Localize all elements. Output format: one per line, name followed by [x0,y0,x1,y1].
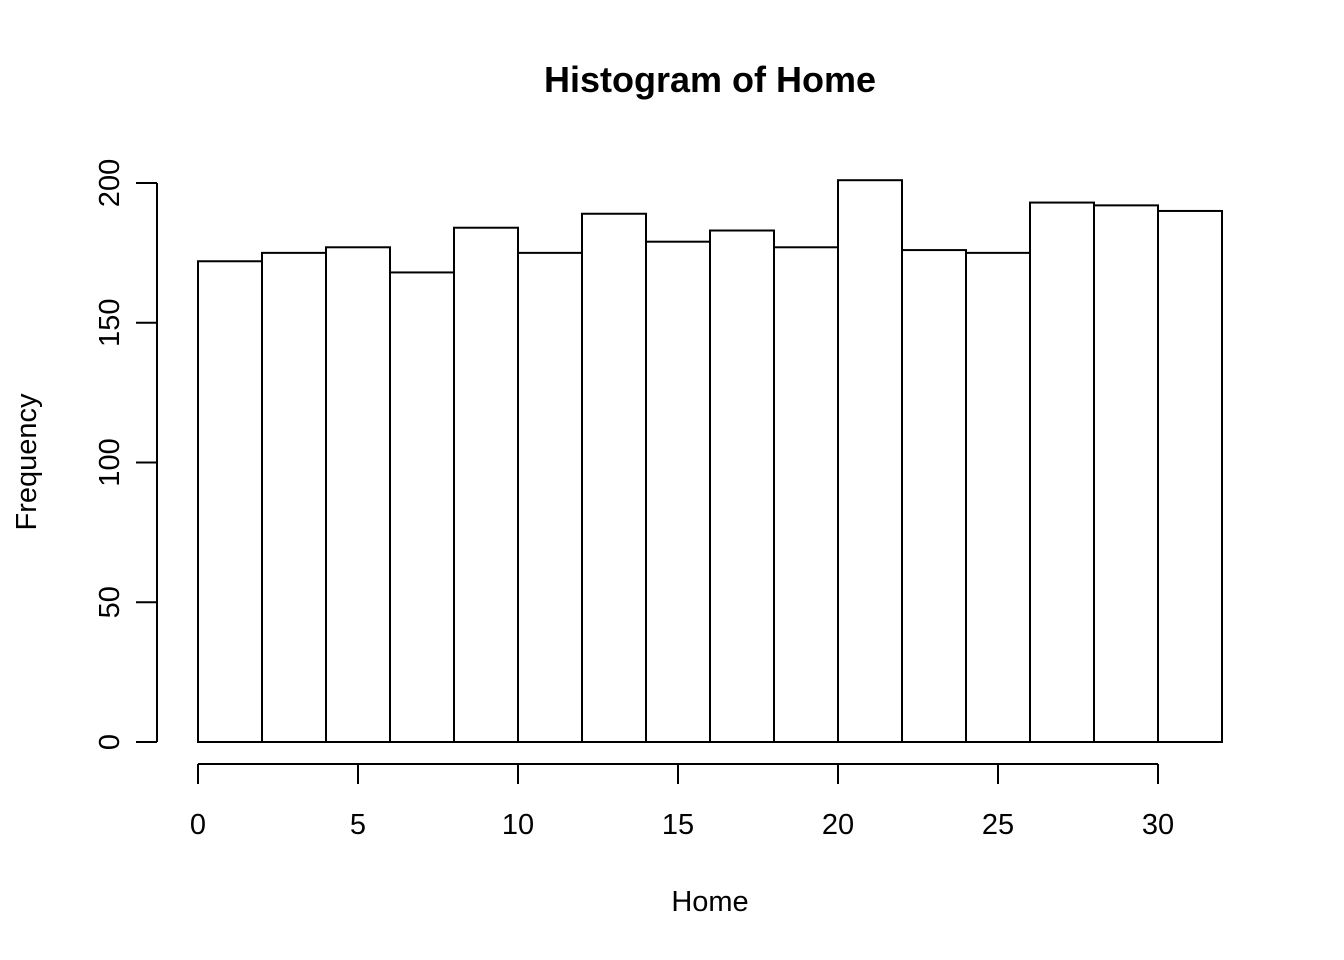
histogram-bar [325,246,391,743]
histogram-bar [581,212,647,743]
y-tick-label: 200 [94,159,126,207]
histogram-bar [1029,201,1095,743]
histogram-bar [773,246,839,743]
histogram-bar [389,271,455,743]
y-tick-label: 0 [94,734,126,750]
x-axis: 0 5 10 15 20 25 30 [190,763,1174,841]
histogram-bar [1157,209,1223,743]
histogram-bar [453,226,519,744]
y-tick-label: 100 [94,438,126,486]
bars-group [197,179,1223,744]
histogram-bar [837,179,903,743]
x-tick-label: 5 [350,809,366,841]
chart-title: Histogram of Home [544,59,876,100]
y-axis: 0 50 100 150 200 [94,159,158,750]
x-tick-label: 15 [662,809,694,841]
x-tick-label: 25 [982,809,1014,841]
histogram-bar [645,240,711,743]
x-tick-label: 0 [190,809,206,841]
x-axis-label: Home [671,886,748,918]
y-axis-label: Frequency [11,393,43,531]
x-tick-label: 20 [822,809,854,841]
histogram-bar [965,251,1031,743]
histogram-bar [901,249,967,744]
histogram-bar [1093,204,1159,744]
histogram-bar [261,251,327,743]
y-tick-label: 50 [94,586,126,618]
x-tick-label: 30 [1142,809,1174,841]
histogram-bar [517,251,583,743]
x-tick-label: 10 [502,809,534,841]
histogram-bar [197,260,263,743]
histogram-bar [709,229,775,743]
y-tick-label: 150 [94,299,126,347]
